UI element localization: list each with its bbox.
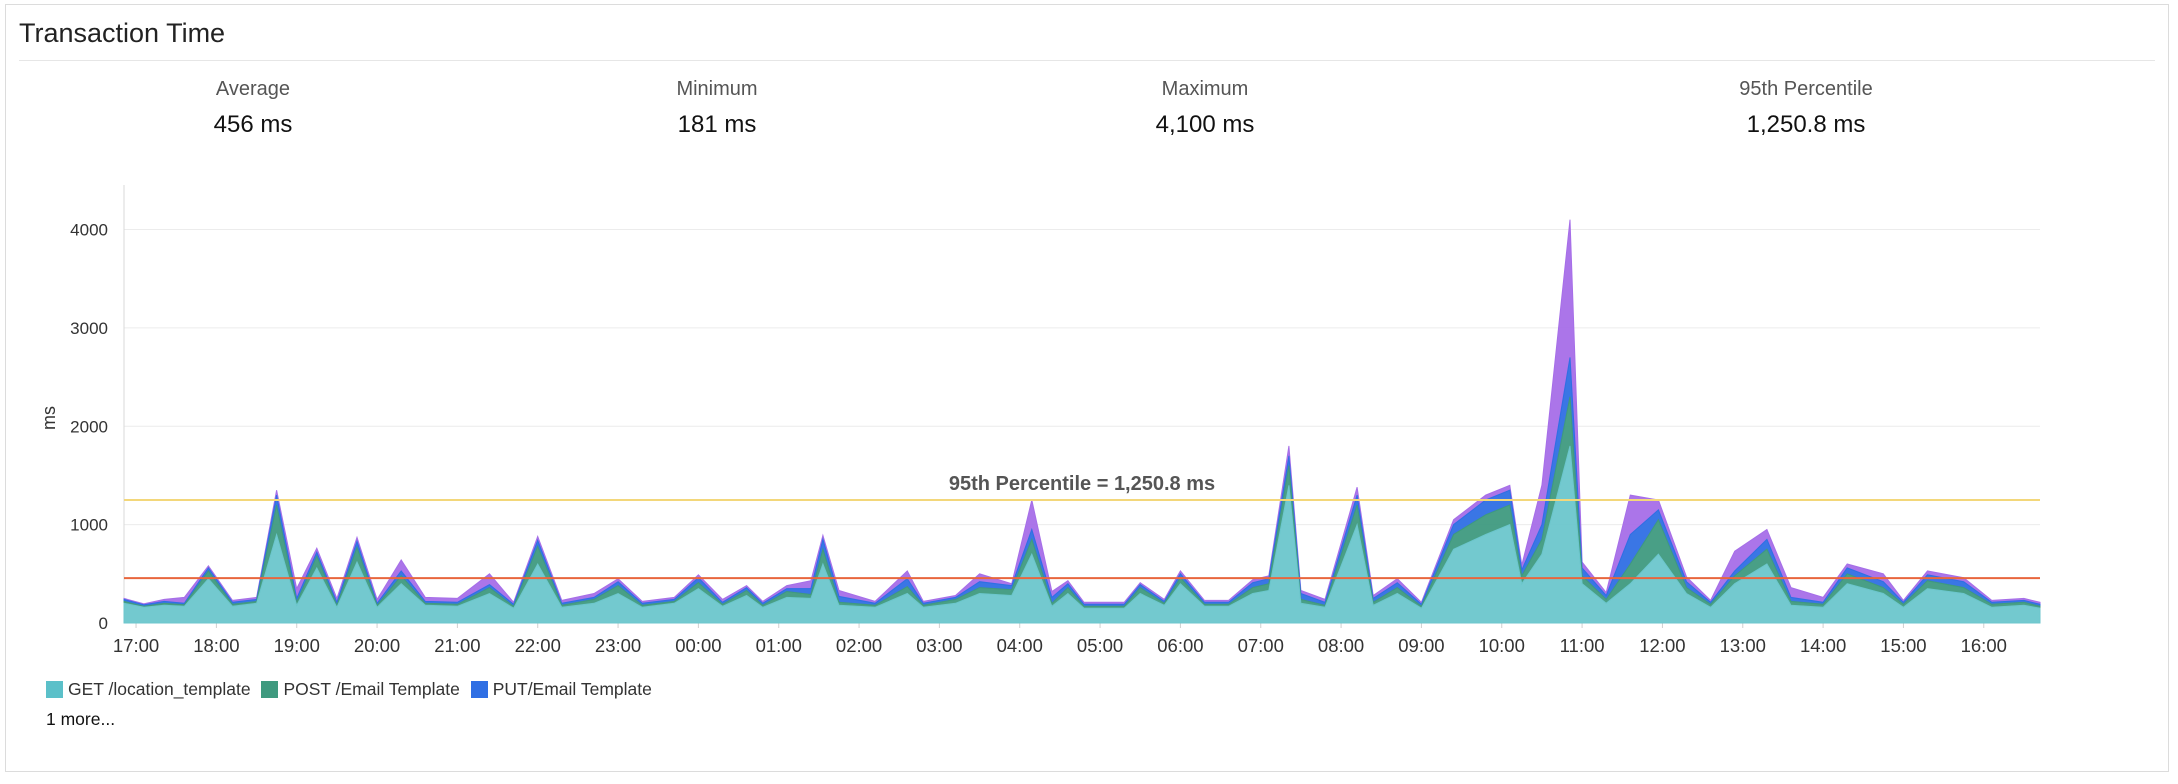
area-series-4 <box>123 219 2041 606</box>
legend-swatch <box>46 681 63 698</box>
x-tick-label: 21:00 <box>434 635 480 656</box>
legend-more-link[interactable]: 1 more... <box>46 709 116 729</box>
y-tick-label: 0 <box>99 614 108 633</box>
stat-95th-percentile: 95th Percentile 1,250.8 ms <box>1606 78 2006 139</box>
legend-label: POST /Email Template <box>283 679 460 699</box>
transaction-time-panel <box>5 4 2169 772</box>
stat-value: 4,100 ms <box>1155 111 1255 138</box>
stat-label: Average <box>215 78 291 100</box>
y-tick-label: 1000 <box>70 516 108 535</box>
stat-label: 95th Percentile <box>1739 78 1873 100</box>
y-axis-label: ms <box>39 406 59 430</box>
x-tick-label: 01:00 <box>756 635 802 656</box>
x-tick-label: 16:00 <box>1961 635 2007 656</box>
x-tick-label: 05:00 <box>1077 635 1123 656</box>
x-tick-label: 06:00 <box>1157 635 1203 656</box>
legend-label: PUT/Email Template <box>492 679 652 699</box>
x-tick-label: 14:00 <box>1800 635 1846 656</box>
y-tick-label: 2000 <box>70 417 108 436</box>
legend-swatch <box>470 681 488 698</box>
stat-value: 456 ms <box>213 111 293 138</box>
legend-item-put-email-template[interactable]: PUT/Email Template <box>470 679 652 700</box>
x-tick-label: 03:00 <box>916 635 962 656</box>
stat-label: Maximum <box>1161 78 1249 100</box>
percentile-95-label: 95th Percentile = 1,250.8 ms <box>949 473 1215 495</box>
x-tick-label: 20:00 <box>354 635 400 656</box>
x-tick-label: 22:00 <box>515 635 561 656</box>
panel-title: Transaction Time <box>19 18 226 48</box>
chart-legend: GET /location_template POST /Email Templ… <box>46 679 658 703</box>
x-tick-label: 13:00 <box>1720 635 1766 656</box>
stat-value: 181 ms <box>677 111 757 138</box>
x-tick-label: 10:00 <box>1479 635 1525 656</box>
x-tick-label: 18:00 <box>193 635 239 656</box>
stat-label: Minimum <box>676 78 758 100</box>
x-tick-label: 00:00 <box>675 635 721 656</box>
legend-swatch <box>261 681 279 698</box>
x-tick-label: 11:00 <box>1560 635 1605 656</box>
x-tick-label: 04:00 <box>997 635 1043 656</box>
x-tick-label: 23:00 <box>595 635 641 656</box>
x-tick-label: 15:00 <box>1880 635 1926 656</box>
x-tick-label: 09:00 <box>1398 635 1444 656</box>
x-tick-label: 17:00 <box>113 635 159 656</box>
x-tick-label: 19:00 <box>274 635 320 656</box>
stat-value: 1,250.8 ms <box>1746 111 1866 138</box>
x-tick-label: 12:00 <box>1639 635 1685 656</box>
legend-item-get-location-template[interactable]: GET /location_template <box>46 679 251 700</box>
title-divider <box>19 60 2155 61</box>
stat-minimum: Minimum 181 ms <box>517 78 917 139</box>
stat-average: Average 456 ms <box>53 78 453 139</box>
legend-item-post-email-template[interactable]: POST /Email Template <box>261 679 460 700</box>
legend-label: GET /location_template <box>68 679 251 699</box>
y-tick-label: 4000 <box>70 221 108 240</box>
y-tick-label: 3000 <box>70 319 108 338</box>
x-tick-label: 08:00 <box>1318 635 1364 656</box>
x-tick-label: 07:00 <box>1238 635 1284 656</box>
stat-maximum: Maximum 4,100 ms <box>1005 78 1405 139</box>
x-tick-label: 02:00 <box>836 635 882 656</box>
